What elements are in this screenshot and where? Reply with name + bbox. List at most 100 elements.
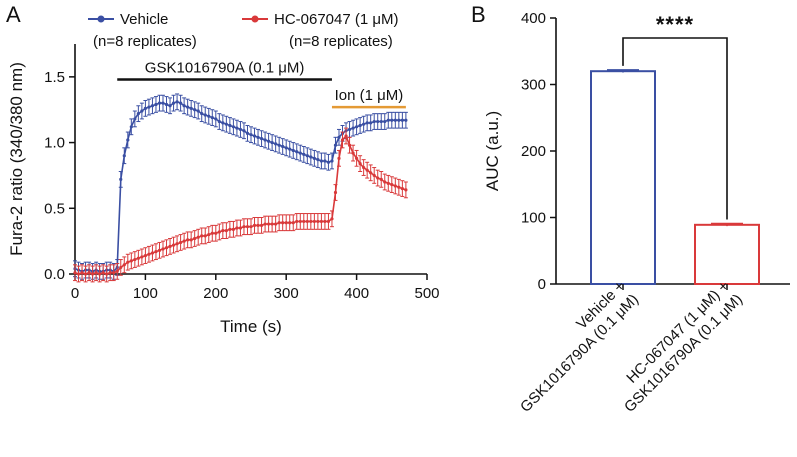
data-point [140, 255, 144, 259]
data-point [372, 119, 376, 124]
data-point [319, 159, 323, 163]
panel-b-category-label: Vehicle +GSK1016790A (0.1 μM) [517, 277, 642, 415]
data-point [333, 190, 338, 195]
data-point [302, 152, 306, 156]
data-point [94, 271, 98, 275]
data-point [351, 126, 355, 130]
data-point [365, 168, 369, 172]
data-point [252, 223, 257, 227]
data-point [238, 127, 243, 132]
data-point [319, 219, 323, 224]
significance-bracket [622, 37, 728, 220]
data-point [323, 159, 327, 163]
panel-a-y-tick-label: 1.5 [44, 69, 65, 86]
data-point [210, 231, 214, 235]
data-point [347, 143, 352, 147]
data-point [80, 271, 84, 275]
data-point [362, 122, 366, 126]
data-point [200, 112, 204, 116]
data-point [164, 246, 169, 250]
data-point [249, 133, 253, 137]
data-point [168, 244, 172, 248]
data-point [214, 231, 218, 235]
data-point [143, 106, 147, 110]
data-point [171, 101, 176, 105]
data-point [365, 121, 369, 125]
legend-label: Vehicle [120, 11, 168, 28]
data-point [302, 219, 306, 224]
data-point [242, 225, 246, 229]
data-point [73, 271, 77, 275]
data-point [101, 271, 105, 275]
data-point [277, 221, 281, 225]
data-point [105, 272, 109, 276]
data-point [224, 229, 228, 233]
data-point [355, 125, 359, 129]
data-point [193, 108, 197, 112]
data-point [154, 250, 158, 254]
data-point [312, 156, 316, 160]
data-point [305, 154, 309, 158]
data-point [150, 251, 155, 255]
data-point [390, 183, 394, 187]
data-point [242, 129, 246, 133]
data-point [126, 260, 130, 264]
data-point [393, 184, 397, 188]
data-point [351, 151, 355, 155]
panel-b-y-tick-label: 200 [521, 143, 546, 160]
data-point [274, 222, 278, 226]
data-point [249, 225, 253, 229]
data-point [217, 230, 221, 234]
bar-vehicle [590, 70, 656, 285]
data-point [252, 134, 257, 138]
data-point [284, 221, 288, 225]
data-point [147, 105, 151, 109]
panel-a-x-tick-label: 300 [274, 285, 299, 302]
panel-a-x-tick-label: 200 [203, 285, 228, 302]
data-point [386, 118, 390, 122]
data-point [263, 138, 267, 142]
data-point [203, 234, 207, 238]
data-point [340, 138, 345, 142]
data-point [288, 147, 292, 151]
data-point [214, 117, 218, 121]
data-point [344, 134, 348, 138]
data-point [369, 121, 373, 125]
data-point [147, 252, 151, 256]
data-point [397, 118, 401, 122]
panel-label-b: B [471, 2, 486, 27]
data-point [390, 118, 394, 122]
data-point [386, 181, 390, 185]
data-point [91, 272, 95, 276]
data-point [267, 222, 271, 226]
panel-a-y-tick-label: 0.5 [44, 200, 65, 217]
data-point [298, 151, 302, 155]
data-point [358, 123, 362, 128]
data-point [119, 177, 123, 181]
data-point [281, 221, 285, 225]
data-point [171, 243, 176, 247]
data-point [277, 143, 281, 147]
data-point [157, 101, 162, 105]
data-point [400, 118, 404, 122]
data-point [133, 117, 137, 121]
data-point [337, 156, 341, 160]
data-point [112, 271, 116, 275]
data-point [326, 160, 331, 164]
data-point [333, 143, 338, 147]
data-point [295, 219, 299, 224]
data-point [235, 126, 239, 130]
data-point [161, 101, 165, 105]
legend-marker [97, 15, 105, 23]
data-point [175, 100, 179, 104]
panel-a-x-tick-label: 500 [414, 285, 439, 302]
data-point [186, 105, 190, 109]
panel-b-y-tick-label: 100 [521, 210, 546, 227]
data-point [196, 235, 200, 239]
data-point [143, 254, 147, 258]
data-point [245, 225, 250, 229]
data-point [397, 185, 401, 189]
data-point [259, 137, 264, 141]
data-point [189, 238, 193, 242]
